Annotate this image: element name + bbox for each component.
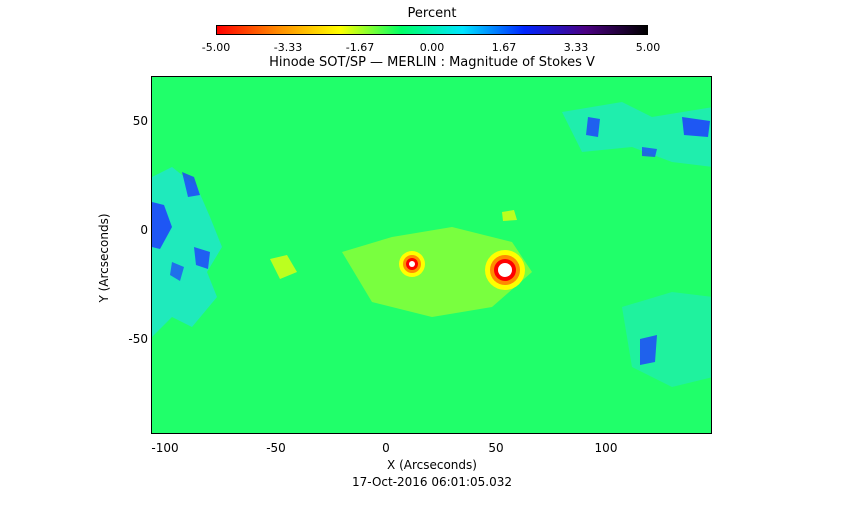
network-patch: [562, 102, 711, 167]
sunspot-core: [409, 261, 415, 267]
x-tick-label: 100: [594, 441, 618, 455]
network-patch: [152, 167, 222, 337]
x-tick-label: 50: [488, 441, 504, 455]
plot-title: Hinode SOT/SP — MERLIN : Magnitude of St…: [269, 55, 595, 70]
y-axis-label: Y (Arcseconds): [97, 213, 111, 303]
x-axis-label: X (Arcseconds): [387, 458, 477, 472]
network-patch: [170, 262, 184, 281]
x-tick-label: 0: [382, 441, 390, 455]
network-patch: [586, 117, 600, 137]
plage-patch: [342, 227, 532, 317]
colorbar-label: Percent: [407, 6, 457, 21]
network-patch: [642, 147, 657, 157]
network-patch: [182, 172, 200, 197]
colorbar: [216, 25, 648, 35]
colorbar-tick: 1.67: [491, 41, 517, 54]
network-patch: [640, 335, 657, 365]
colorbar-tick: 0.00: [419, 41, 445, 54]
map-background: [152, 77, 711, 433]
plage-patch: [502, 210, 517, 221]
y-tick-label: 50: [132, 114, 148, 128]
colorbar-tick: -1.67: [345, 41, 375, 54]
plage-patch: [270, 255, 297, 279]
magnetogram-image: [152, 77, 711, 433]
x-tick-label: -100: [151, 441, 179, 455]
network-patch: [152, 202, 172, 249]
x-tick-label: -50: [266, 441, 286, 455]
colorbar-tick: 5.00: [635, 41, 661, 54]
colorbar-tick: -5.00: [201, 41, 231, 54]
stokes-v-magnitude-map: [151, 76, 712, 434]
colorbar-tick: 3.33: [563, 41, 589, 54]
network-patch: [682, 117, 710, 137]
timestamp: 17-Oct-2016 06:01:05.032: [352, 475, 512, 489]
y-tick-label: 0: [140, 223, 148, 237]
colorbar-tick: -3.33: [273, 41, 303, 54]
sunspot-core: [498, 263, 512, 277]
network-patch: [194, 247, 210, 269]
y-tick-label: -50: [128, 332, 148, 346]
